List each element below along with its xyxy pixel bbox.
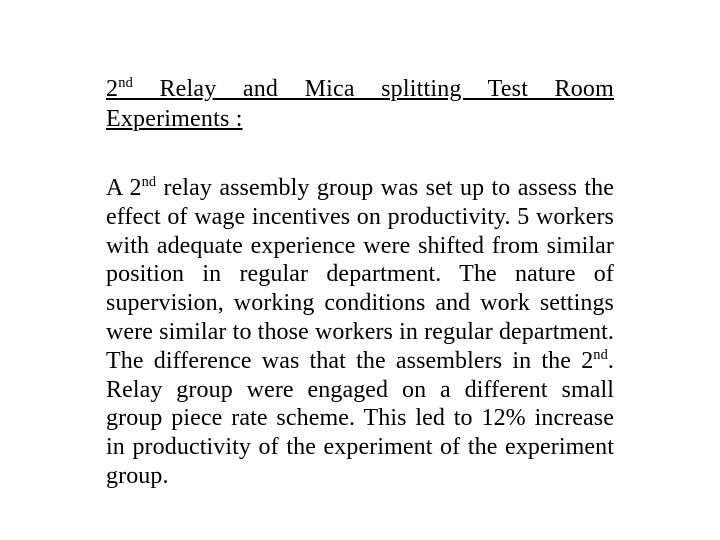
section-heading: 2nd Relay and Mica splitting Test Room E… [106, 74, 614, 134]
body-paragraph: A 2nd relay assembly group was set up to… [106, 174, 614, 491]
document-page: 2nd Relay and Mica splitting Test Room E… [0, 0, 720, 540]
